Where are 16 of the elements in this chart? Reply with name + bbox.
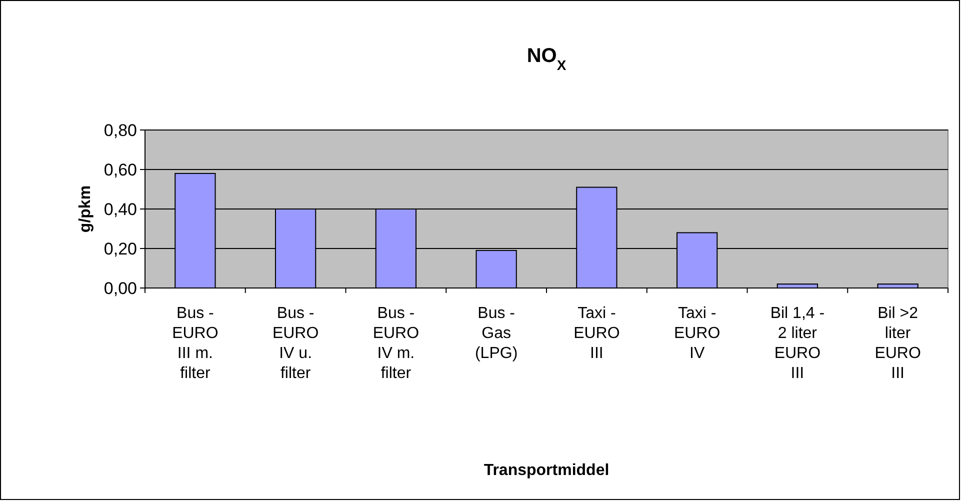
x-tick-label: Bus - EURO III m. filter (172, 305, 218, 382)
x-axis-title: Transportmiddel (484, 462, 610, 479)
x-tick-label: Bus - Gas (LPG) (474, 305, 518, 362)
chart-title: NO$_{X}$ (526, 45, 567, 73)
y-tick-label: 0,80 (104, 120, 137, 140)
y-tick-label: 0,40 (104, 200, 137, 219)
x-tick-label: Bil 1,4 - 2 liter EURO III (770, 305, 825, 382)
y-tick-label: 0,60 (104, 160, 137, 180)
y-tick-label: 0,00 (104, 278, 137, 298)
x-tick-label: Bus - EURO IV u. filter (272, 305, 319, 382)
x-tick-label: Bil >2 liter EURO III (874, 305, 921, 382)
y-tick-label: 0,20 (104, 239, 137, 258)
x-tick-label: Taxi - EURO III (574, 305, 620, 362)
x-tick-label: Bus - EURO IV m. filter (372, 305, 420, 382)
x-tick-label: Taxi - EURO IV (674, 305, 720, 362)
y-axis-title: g/pkm (77, 185, 94, 233)
